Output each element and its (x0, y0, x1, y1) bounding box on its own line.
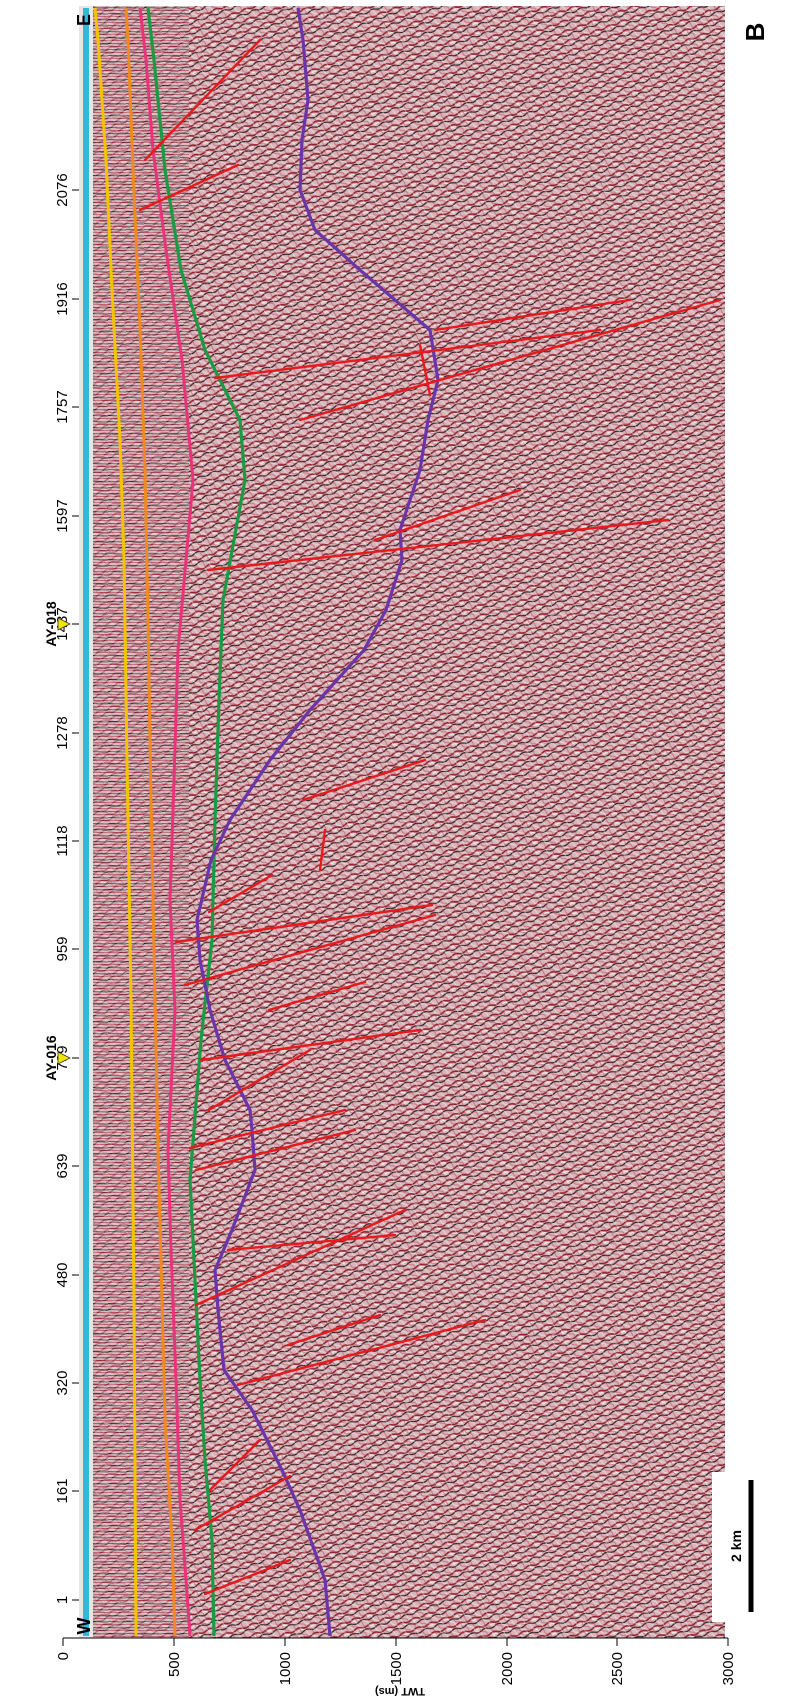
trace-tick-1916: 1916 (54, 282, 71, 315)
twt-tick-2000: 2000 (499, 1652, 516, 1685)
twt-tick-500: 500 (166, 1652, 183, 1677)
faults (138, 38, 722, 1596)
horizons (83, 7, 440, 1637)
seismic-image (79, 6, 725, 1638)
trace-tick-1597: 1597 (54, 499, 71, 532)
scale-bar: 2 km (712, 1472, 762, 1622)
twt-tick-3000: 3000 (720, 1652, 737, 1685)
trace-tick-480: 480 (54, 1262, 71, 1287)
purple-horizon (195, 7, 440, 1637)
twt-tick-2500: 2500 (609, 1652, 626, 1685)
twt-tick-0: 0 (55, 1652, 72, 1660)
pink-horizon (138, 7, 195, 1637)
end-label-east: E (74, 14, 94, 26)
trace-tick-320: 320 (54, 1370, 71, 1395)
well-marker-ay-016: AY-016 (43, 1035, 71, 1081)
twt-tick-marks (62, 1638, 729, 1646)
twt-axis-label: TWT (ms) (375, 1685, 425, 1697)
trace-tick-1: 1 (54, 1596, 71, 1604)
trace-tick-959: 959 (54, 936, 71, 961)
well-marker-ay-018: AY-018 (43, 601, 71, 647)
trace-tick-161: 161 (54, 1478, 71, 1503)
trace-tick-1118: 1118 (54, 825, 71, 856)
yellow-horizon (93, 7, 138, 1637)
green-horizon (146, 7, 247, 1637)
twt-tick-1500: 1500 (388, 1652, 405, 1685)
well-label-ay-016: AY-016 (43, 1035, 59, 1081)
trace-tick-2076: 2076 (54, 173, 71, 206)
orange-horizon (124, 7, 177, 1637)
panel-label-box: B (726, 8, 784, 56)
scale-bar-label: 2 km (728, 1530, 744, 1562)
trace-tick-1757: 1757 (54, 390, 71, 423)
trace-axis: 1 161 320 480 639 799 959 1118 1278 1437… (54, 173, 79, 1604)
end-label-west: W (74, 1618, 94, 1635)
trace-tick-1278: 1278 (54, 716, 71, 749)
panel-label: B (740, 23, 770, 42)
well-label-ay-018: AY-018 (43, 601, 59, 647)
twt-tick-1000: 1000 (277, 1652, 294, 1685)
twt-axis: 0 500 1000 1500 2000 2500 3000 TWT (ms) (55, 1637, 737, 1697)
trace-tick-639: 639 (54, 1153, 71, 1178)
